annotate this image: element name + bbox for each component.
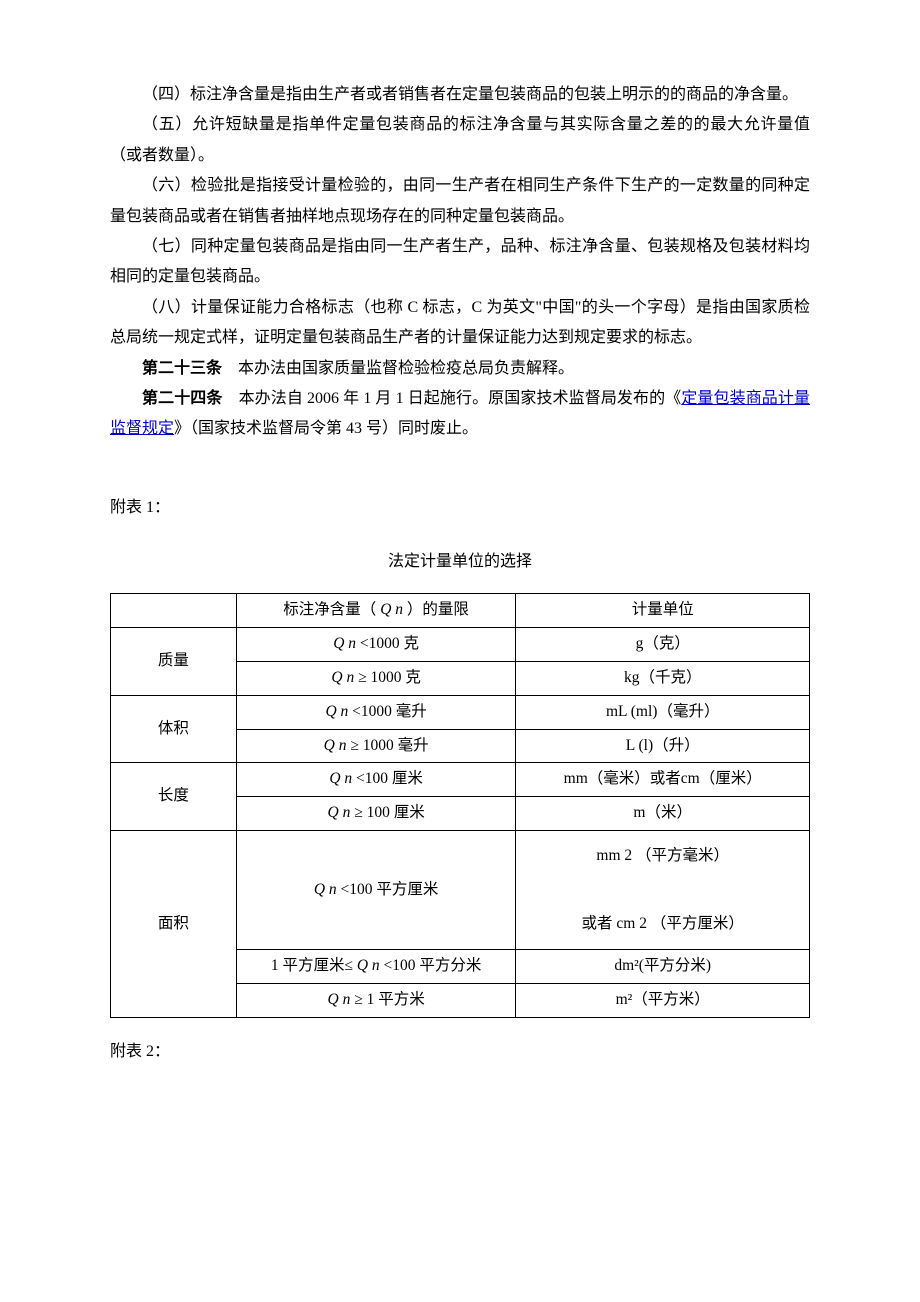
article-23: 第二十三条 本办法由国家质量监督检验检疫总局负责解释。 xyxy=(110,354,810,384)
article-24: 第二十四条 本办法自 2006 年 1 月 1 日起施行。原国家技术监督局发布的… xyxy=(110,384,810,445)
range-cell: Q n ≥ 1 平方米 xyxy=(236,984,516,1018)
unit-cell: mm（毫米）或者cm（厘米） xyxy=(516,763,810,797)
table-header-row: 标注净含量（ Q n ）的量限计量单位 xyxy=(111,594,810,628)
article-23-text: 本办法由国家质量监督检验检疫总局负责解释。 xyxy=(222,360,574,377)
range-cell: Q n <1000 毫升 xyxy=(236,695,516,729)
table-1-title: 法定计量单位的选择 xyxy=(110,547,810,577)
category-cell: 体积 xyxy=(111,695,237,763)
range-cell: Q n <1000 克 xyxy=(236,628,516,662)
attachment-2-label: 附表 2： xyxy=(110,1037,810,1067)
paragraph-7: （七）同种定量包装商品是指由同一生产者生产，品种、标注净含量、包装规格及包装材料… xyxy=(110,232,810,293)
table-header-unit: 计量单位 xyxy=(516,594,810,628)
unit-cell: mm 2 （平方毫米）或者 cm 2 （平方厘米） xyxy=(516,831,810,950)
table-header-range: 标注净含量（ Q n ）的量限 xyxy=(236,594,516,628)
paragraph-8: （八）计量保证能力合格标志（也称 C 标志，C 为英文"中国"的头一个字母）是指… xyxy=(110,293,810,354)
attachment-1-label: 附表 1： xyxy=(110,493,810,523)
category-cell: 长度 xyxy=(111,763,237,831)
article-24-text-after: 》（国家技术监督局令第 43 号）同时废止。 xyxy=(174,420,478,437)
unit-cell: m²（平方米） xyxy=(516,984,810,1018)
paragraph-4: （四）标注净含量是指由生产者或者销售者在定量包装商品的包装上明示的的商品的净含量… xyxy=(110,80,810,110)
unit-cell: m（米） xyxy=(516,797,810,831)
table-row: 质量Q n <1000 克g（克） xyxy=(111,628,810,662)
units-table: 标注净含量（ Q n ）的量限计量单位质量Q n <1000 克g（克）Q n … xyxy=(110,593,810,1017)
unit-cell: L (l)（升） xyxy=(516,729,810,763)
range-cell: Q n ≥ 1000 克 xyxy=(236,662,516,696)
range-cell: Q n ≥ 1000 毫升 xyxy=(236,729,516,763)
range-cell: Q n ≥ 100 厘米 xyxy=(236,797,516,831)
range-cell: 1 平方厘米≤ Q n <100 平方分米 xyxy=(236,950,516,984)
table-header-blank xyxy=(111,594,237,628)
paragraph-6: （六）检验批是指接受计量检验的，由同一生产者在相同生产条件下生产的一定数量的同种… xyxy=(110,171,810,232)
category-cell: 质量 xyxy=(111,628,237,696)
unit-cell: dm²(平方分米) xyxy=(516,950,810,984)
document-page: （四）标注净含量是指由生产者或者销售者在定量包装商品的包装上明示的的商品的净含量… xyxy=(0,0,920,1144)
paragraph-5: （五）允许短缺量是指单件定量包装商品的标注净含量与其实际含量之差的的最大允许量值… xyxy=(110,110,810,171)
table-row: 长度Q n <100 厘米mm（毫米）或者cm（厘米） xyxy=(111,763,810,797)
table-row: 面积Q n <100 平方厘米mm 2 （平方毫米）或者 cm 2 （平方厘米） xyxy=(111,831,810,950)
article-24-label: 第二十四条 xyxy=(142,390,222,407)
range-cell: Q n <100 平方厘米 xyxy=(236,831,516,950)
unit-cell: g（克） xyxy=(516,628,810,662)
article-23-label: 第二十三条 xyxy=(142,360,222,377)
unit-cell: mL (ml)（毫升） xyxy=(516,695,810,729)
category-cell: 面积 xyxy=(111,831,237,1018)
range-cell: Q n <100 厘米 xyxy=(236,763,516,797)
unit-cell: kg（千克） xyxy=(516,662,810,696)
table-row: 体积Q n <1000 毫升mL (ml)（毫升） xyxy=(111,695,810,729)
article-24-text-before: 本办法自 2006 年 1 月 1 日起施行。原国家技术监督局发布的《 xyxy=(222,390,681,407)
